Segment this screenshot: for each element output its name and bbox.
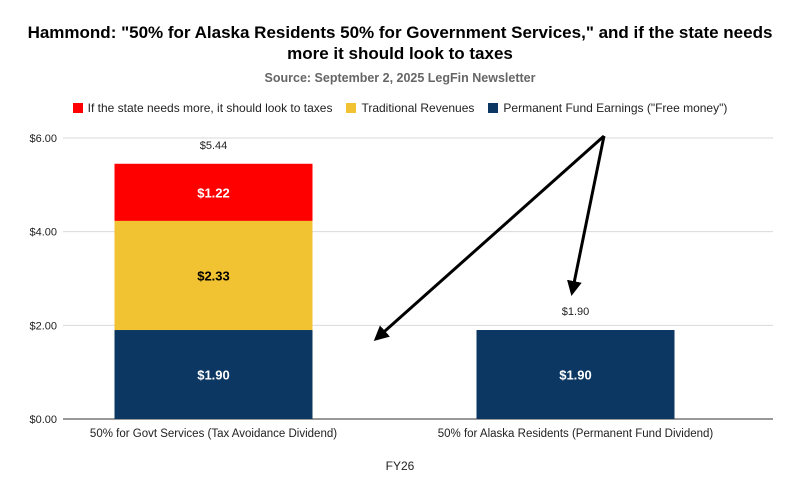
chart-title-line-2: more it should look to taxes: [287, 44, 513, 63]
data-labels: $1.90 $2.33 $1.22 $5.44 $1.90 $1.90: [197, 140, 592, 382]
bar-segment-pfe: [476, 330, 675, 419]
legend-label-pfe: Permanent Fund Earnings ("Free money"): [503, 101, 728, 115]
x-category-label: 50% for Govt Services (Tax Avoidance Div…: [90, 428, 337, 440]
legend-item-traditional: Traditional Revenues: [346, 101, 474, 115]
arrow-to-govt-bar: [373, 134, 605, 341]
data-label-pfe: $1.90: [559, 368, 592, 383]
chart-title: Hammond: "50% for Alaska Residents 50% f…: [0, 22, 800, 64]
bar-segment-pfe: [114, 330, 313, 419]
y-tick-label: $6.00: [29, 133, 57, 145]
y-tick-label: $2.00: [29, 320, 57, 332]
arrow-to-residents-bar: [567, 135, 606, 296]
total-label: $1.90: [562, 306, 590, 318]
legend-item-pfe: Permanent Fund Earnings ("Free money"): [488, 101, 727, 115]
legend-label-taxes: If the state needs more, it should look …: [87, 101, 333, 115]
y-tick-label: $4.00: [29, 227, 57, 239]
chart-subtitle: Source: September 2, 2025 LegFin Newslet…: [264, 71, 536, 85]
bar-segment-taxes: [114, 163, 313, 221]
legend-item-taxes: If the state needs more, it should look …: [72, 101, 333, 115]
total-label: $5.44: [200, 140, 228, 152]
chart-legend: If the state needs more, it should look …: [0, 101, 800, 115]
bar-segment-traditional: [114, 220, 313, 331]
legend-swatch-traditional: [346, 103, 357, 113]
x-category-label: 50% for Alaska Residents (Permanent Fund…: [438, 428, 714, 440]
data-label-taxes: $1.22: [197, 185, 230, 200]
chart-title-line-1: Hammond: "50% for Alaska Residents 50% f…: [27, 23, 773, 42]
x-axis-title: FY26: [385, 459, 415, 473]
bars: [114, 163, 675, 419]
annotation-arrows: [373, 134, 606, 341]
y-tick-label: $0.00: [29, 414, 57, 426]
legend-swatch-taxes: [72, 103, 83, 113]
legend-swatch-pfe: [488, 103, 499, 113]
data-label-pfe: $1.90: [197, 368, 230, 383]
x-axis: 50% for Govt Services (Tax Avoidance Div…: [90, 428, 713, 440]
data-label-traditional: $2.33: [197, 268, 230, 283]
y-axis: $0.00 $2.00 $4.00 $6.00: [29, 133, 57, 426]
legend-label-traditional: Traditional Revenues: [361, 101, 475, 115]
